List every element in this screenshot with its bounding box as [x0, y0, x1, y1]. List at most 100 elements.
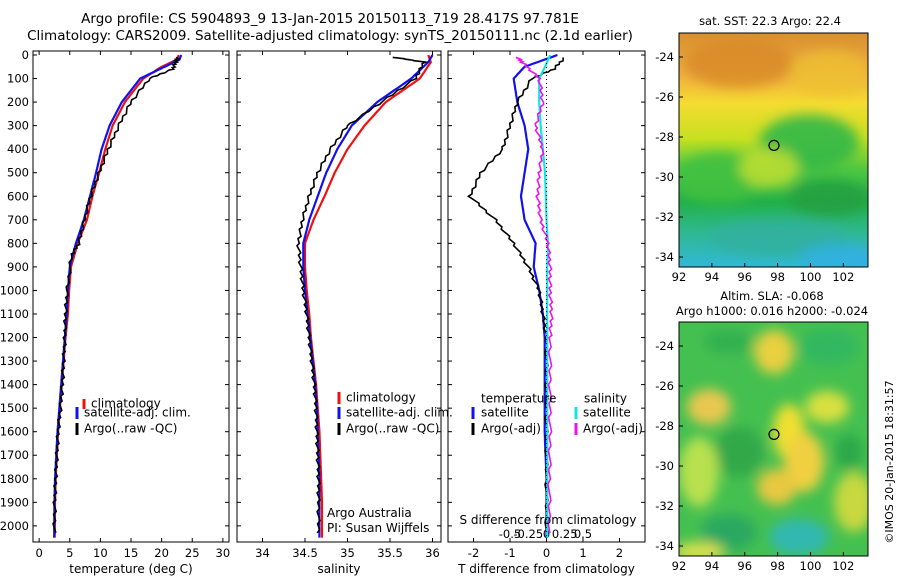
- x-tick-label: 20: [154, 546, 169, 560]
- map-x-tick-label: 102: [832, 270, 854, 284]
- top-axis-tick-label: 0.25: [552, 527, 578, 541]
- y-tick-label: 300: [7, 119, 29, 133]
- series-line-climatology: [303, 54, 433, 538]
- map-x-tick-label: 94: [705, 270, 720, 284]
- argo-location-marker: [768, 428, 780, 440]
- legend-label-climatology: climatology: [346, 391, 416, 405]
- x-tick-label: 35: [340, 546, 355, 560]
- y-tick-label: 500: [7, 166, 29, 180]
- series-line-argo-raw-qc: [296, 56, 429, 534]
- map-x-tick-label: 100: [800, 270, 822, 284]
- x-tick-label: 30: [216, 546, 231, 560]
- salinity-panel: [236, 50, 442, 543]
- y-tick-label: 600: [7, 189, 29, 203]
- x-tick-label: 5: [66, 546, 73, 560]
- y-tick-label: 1900: [0, 495, 29, 509]
- sla-map: Altim. SLA: -0.068 Argo h1000: 0.016 h20…: [655, 289, 869, 573]
- legend-title-temperature: temperature: [481, 392, 556, 406]
- y-tick-label: 1600: [0, 425, 29, 439]
- imos-credit: ©IMOS 20-Jan-2015 18:31:57: [883, 380, 896, 543]
- map-y-tick-label: -30: [655, 459, 674, 473]
- map-y-tick-label: -24: [655, 50, 674, 64]
- legend-label-climatology: climatology: [91, 397, 161, 411]
- y-tick-label: 900: [7, 260, 29, 274]
- map-x-tick-label: 92: [672, 559, 687, 573]
- legend-label-sal-satellite: satellite: [583, 406, 631, 420]
- salinity-panel-legend: climatology satellite-adj. clim. Argo(..…: [337, 391, 453, 436]
- sst-map-title: sat. SST: 22.3 Argo: 22.4: [699, 14, 841, 28]
- map-x-tick-label: 94: [705, 559, 720, 573]
- x-tick-label: 25: [185, 546, 200, 560]
- legend-label-satellite: satellite-adj. clim.: [84, 406, 191, 420]
- sla-map-subtitle: Argo h1000: 0.016 h2000: -0.024: [676, 304, 868, 318]
- x-tick-label: 34.5: [292, 546, 318, 560]
- map-y-tick-label: -34: [655, 539, 674, 553]
- legend-label-argo: Argo(..raw -QC): [84, 422, 177, 436]
- map-y-tick-label: -26: [655, 379, 674, 393]
- map-y-tick-label: -34: [655, 250, 674, 264]
- temperature-panel-legend: climatology satellite-adj. clim. Argo(..…: [75, 397, 191, 436]
- x-tick-label: 36: [425, 546, 440, 560]
- sla-map-title: Altim. SLA: -0.068: [720, 289, 824, 303]
- difference-panel-legend: temperature salinity satellite Argo(-adj…: [471, 392, 643, 436]
- temperature-panel: [32, 50, 230, 543]
- x-tick-label: -1: [504, 546, 515, 560]
- y-tick-label: 0: [22, 48, 29, 62]
- series-line-satellite: [512, 53, 558, 538]
- x-tick-label: 0: [543, 546, 550, 560]
- y-tick-label: 400: [7, 142, 29, 156]
- argo-location-marker: [768, 139, 780, 151]
- y-tick-label: 1200: [0, 331, 29, 345]
- y-tick-label: 1400: [0, 378, 29, 392]
- top-axis-tick-label: -0.5: [499, 527, 521, 541]
- y-tick-label: 1800: [0, 472, 29, 486]
- legend-label-sal-argo: Argo(-adj): [583, 422, 643, 436]
- map-y-tick-label: -24: [655, 339, 674, 353]
- difference-top-axis-label: S difference from climatology: [460, 513, 637, 527]
- y-tick-label: 100: [7, 72, 29, 86]
- map-x-tick-label: 96: [737, 559, 752, 573]
- x-tick-label: 34: [255, 546, 270, 560]
- x-axis-label: salinity: [317, 562, 360, 576]
- map-x-tick-label: 92: [672, 270, 687, 284]
- x-tick-label: 1: [579, 546, 586, 560]
- map-x-tick-label: 98: [770, 270, 785, 284]
- legend-label-temp-satellite: satellite: [481, 406, 529, 420]
- map-x-tick-label: 102: [832, 559, 854, 573]
- map-y-tick-label: -32: [655, 499, 674, 513]
- y-tick-label: 700: [7, 213, 29, 227]
- figure-title-line-1: Argo profile: CS 5904893_9 13-Jan-2015 2…: [81, 11, 579, 27]
- y-tick-label: 800: [7, 236, 29, 250]
- top-axis-tick-label: -0.25: [513, 527, 543, 541]
- legend-label-satellite: satellite-adj. clim.: [346, 406, 453, 420]
- map-x-tick-label: 100: [800, 559, 822, 573]
- map-x-tick-label: 98: [770, 559, 785, 573]
- y-tick-label: 2000: [0, 519, 29, 533]
- map-y-tick-label: -28: [655, 130, 674, 144]
- series-line-argo-raw-qc: [52, 56, 181, 534]
- y-tick-label: 1700: [0, 448, 29, 462]
- argo-australia-note: Argo Australia: [327, 506, 412, 520]
- map-x-tick-label: 96: [737, 270, 752, 284]
- top-axis-tick-label: 0.5: [574, 527, 592, 541]
- x-tick-label: 0: [35, 546, 42, 560]
- map-y-tick-label: -32: [655, 210, 674, 224]
- pi-note: PI: Susan Wijffels: [327, 521, 429, 535]
- y-tick-label: 1500: [0, 401, 29, 415]
- x-tick-label: 35.5: [377, 546, 403, 560]
- legend-label-argo: Argo(..raw -QC): [346, 422, 439, 436]
- x-tick-label: -2: [468, 546, 479, 560]
- x-tick-label: 2: [616, 546, 623, 560]
- map-y-tick-label: -28: [655, 419, 674, 433]
- legend-title-salinity: salinity: [584, 392, 627, 406]
- series-line-argo-adj: [515, 56, 554, 534]
- x-axis-label: temperature (deg C): [69, 562, 192, 576]
- y-tick-label: 1100: [0, 307, 29, 321]
- y-tick-label: 200: [7, 95, 29, 109]
- x-tick-label: 15: [124, 546, 139, 560]
- sst-map: sat. SST: 22.3 Argo: 22.4 92 94 96 98 100 102…: [655, 14, 869, 284]
- y-tick-label: 1000: [0, 283, 29, 297]
- x-axis-label: T difference from climatology: [457, 562, 635, 576]
- x-tick-label: 10: [93, 546, 108, 560]
